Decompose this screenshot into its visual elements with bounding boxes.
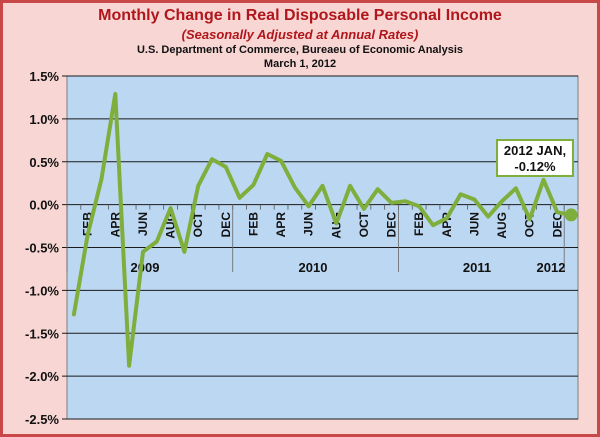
month-label: OCT [191, 211, 205, 237]
chart-source: U.S. Department of Commerce, Bureaeu of … [136, 44, 463, 56]
chart-title: Monthly Change in Real Disposable Person… [98, 7, 502, 24]
y-tick-label: 1.5% [29, 69, 59, 84]
year-label: 2010 [299, 260, 328, 275]
month-label: DEC [219, 212, 233, 238]
chart-date: March 1, 2012 [263, 58, 337, 70]
chart-subtitle: (Seasonally Adjusted at Annual Rates) [181, 27, 419, 42]
year-label: 2012 [537, 260, 566, 275]
y-tick-label: -1.5% [25, 326, 59, 341]
year-label: 2009 [131, 260, 160, 275]
y-tick-label: -0.5% [25, 241, 59, 256]
y-tick-label: 1.0% [29, 112, 59, 127]
y-tick-label: 0.5% [29, 155, 59, 170]
annotation-callout: 2012 JAN,-0.12% [496, 139, 574, 177]
month-label: JUN [302, 212, 316, 236]
y-tick-label: 0.0% [29, 198, 59, 213]
month-label: AUG [495, 212, 509, 239]
callout-box [496, 139, 574, 177]
month-label: FEB [246, 212, 260, 236]
month-label: APR [274, 212, 288, 238]
month-label: DEC [550, 212, 564, 238]
y-tick-label: -1.0% [25, 283, 59, 298]
year-label: 2011 [463, 260, 491, 275]
month-label: JUN [136, 212, 150, 236]
series-line [71, 92, 574, 368]
callout-line-1: 2012 JAN, [504, 143, 566, 158]
month-label: OCT [357, 211, 371, 237]
month-label: OCT [523, 211, 537, 237]
callout-line-2: -0.12% [514, 159, 556, 174]
month-label: DEC [385, 212, 399, 238]
month-label: APR [108, 212, 122, 238]
month-label: JUN [467, 212, 481, 236]
y-tick-label: -2.5% [25, 412, 59, 427]
data-point-2012-jan [564, 208, 578, 222]
y-tick-label: -2.0% [25, 369, 59, 384]
month-label: FEB [412, 212, 426, 236]
